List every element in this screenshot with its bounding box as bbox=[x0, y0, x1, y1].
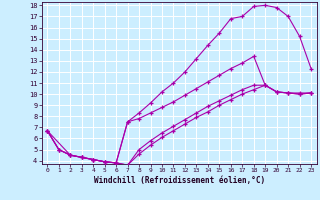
X-axis label: Windchill (Refroidissement éolien,°C): Windchill (Refroidissement éolien,°C) bbox=[94, 176, 265, 185]
